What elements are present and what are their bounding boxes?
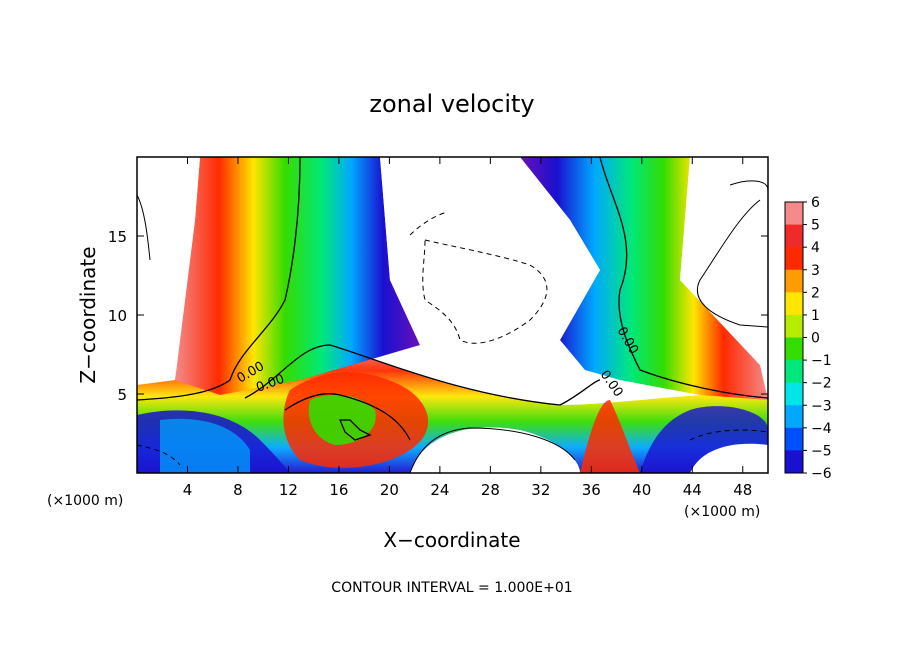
colorbar-swatch xyxy=(785,337,803,361)
colorbar-label: 0 xyxy=(811,331,820,347)
colorbar-label: 4 xyxy=(811,240,820,256)
colorbar-swatch xyxy=(785,450,803,474)
x-tick-label: 48 xyxy=(733,481,752,499)
x-unit-left: (×1000 m) xyxy=(47,493,123,509)
contour-interval-note: CONTOUR INTERVAL = 1.000E+01 xyxy=(331,580,572,596)
x-unit-right: (×1000 m) xyxy=(684,504,760,520)
colorbar-label: −5 xyxy=(811,443,832,459)
x-tick-label: 12 xyxy=(279,481,298,499)
x-tick-label: 24 xyxy=(430,481,449,499)
x-tick-label: 44 xyxy=(683,481,702,499)
x-axis-title: X−coordinate xyxy=(383,528,520,552)
colorbar-swatch xyxy=(785,224,803,248)
x-tick-label: 40 xyxy=(632,481,651,499)
x-tick-label: 8 xyxy=(233,481,243,499)
colorbar-label: −3 xyxy=(811,398,832,414)
colorbar-swatch xyxy=(785,247,803,271)
colorbar-swatch xyxy=(785,314,803,338)
y-axis-ticks: 5 10 15 xyxy=(108,228,768,404)
colorbar-label: 5 xyxy=(811,218,820,234)
colorbar-label: −2 xyxy=(811,376,832,392)
x-tick-label: 32 xyxy=(531,481,550,499)
colorbar: 6 5 4 3 2 1 0 −1 −2 −3 −4 −5 −6 xyxy=(784,195,832,482)
colorbar-swatch xyxy=(785,269,803,293)
y-tick-label: 10 xyxy=(108,307,127,325)
colorbar-swatch xyxy=(785,405,803,429)
x-tick-label: 36 xyxy=(582,481,601,499)
heatmap-field xyxy=(137,157,768,473)
colorbar-swatch xyxy=(785,292,803,316)
colorbar-label: 6 xyxy=(811,195,820,211)
y-tick-label: 15 xyxy=(108,228,127,246)
colorbar-label: 2 xyxy=(811,285,820,301)
x-tick-label: 28 xyxy=(481,481,500,499)
colorbar-label: −6 xyxy=(811,466,832,482)
chart-title: zonal velocity xyxy=(369,90,534,118)
colorbar-label: 1 xyxy=(811,308,820,324)
colorbar-swatch xyxy=(785,360,803,384)
colorbar-label: −1 xyxy=(811,353,832,369)
x-tick-label: 20 xyxy=(380,481,399,499)
colorbar-swatch xyxy=(785,202,803,226)
y-tick-label: 5 xyxy=(117,386,127,404)
colorbar-swatch xyxy=(785,427,803,451)
x-tick-label: 4 xyxy=(183,481,193,499)
x-axis-ticks: 4 8 12 16 20 24 28 32 36 40 44 48 xyxy=(183,157,752,499)
colorbar-label: −4 xyxy=(811,421,832,437)
colorbar-label: 3 xyxy=(811,263,820,279)
x-tick-label: 16 xyxy=(329,481,348,499)
colorbar-swatch xyxy=(785,382,803,406)
y-axis-title: Z−coordinate xyxy=(76,246,100,383)
